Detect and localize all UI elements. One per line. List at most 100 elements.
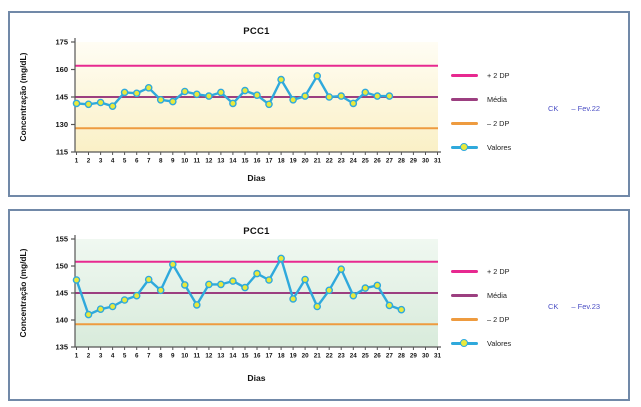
x-tick-label: 20	[302, 353, 310, 360]
y-tick-label: 130	[55, 120, 68, 129]
x-tick-label: 7	[147, 353, 151, 360]
x-tick-label: 17	[265, 353, 273, 360]
y-tick-label: 140	[55, 316, 68, 325]
x-tick-label: 19	[290, 158, 298, 165]
data-point	[289, 96, 297, 104]
legend-label: Valores	[487, 142, 512, 152]
data-point	[156, 96, 165, 104]
x-tick-label: 18	[278, 353, 286, 360]
x-tick-label: 23	[338, 353, 346, 360]
data-point	[253, 269, 261, 278]
data-point	[84, 100, 93, 109]
x-tick-label: 30	[422, 158, 430, 165]
x-tick-label: 31	[434, 353, 442, 360]
x-tick-label: 16	[253, 353, 261, 360]
x-tick-label: 30	[422, 353, 430, 360]
x-tick-label: 8	[159, 158, 163, 165]
analyte-code: CK	[548, 302, 559, 311]
data-point	[385, 301, 394, 310]
data-point	[277, 75, 285, 84]
x-tick-label: 5	[123, 158, 127, 165]
x-tick-label: 27	[386, 353, 394, 360]
x-tick-label: 17	[265, 158, 273, 165]
y-tick-label: 145	[55, 93, 68, 102]
x-tick-label: 15	[241, 158, 249, 165]
x-tick-label: 26	[374, 158, 382, 165]
legend-label: + 2 DP	[487, 266, 510, 276]
data-point	[217, 88, 225, 97]
x-tick-label: 4	[111, 158, 115, 165]
data-point	[373, 281, 382, 290]
x-tick-label: 7	[147, 158, 151, 165]
y-tick-label: 160	[55, 65, 68, 74]
data-point	[120, 88, 129, 97]
x-tick-label: 13	[217, 158, 225, 165]
analyte-period-label: CK – Fev.23	[548, 302, 600, 311]
valores-marker-icon	[460, 338, 468, 347]
data-point	[96, 305, 105, 313]
data-point	[289, 295, 297, 303]
legend-label: Média	[487, 290, 507, 300]
x-tick-label: 1	[75, 353, 79, 360]
analyte-period-label: CK – Fev.22	[548, 104, 600, 113]
legend-label: – 2 DP	[487, 118, 510, 128]
x-tick-label: 21	[314, 158, 322, 165]
data-point	[337, 265, 346, 274]
data-point	[349, 291, 358, 300]
period-text: – Fev.23	[571, 302, 601, 311]
data-point	[265, 100, 273, 109]
data-point	[156, 286, 165, 295]
data-point	[349, 99, 358, 108]
data-point	[277, 254, 285, 263]
x-tick-label: 2	[87, 158, 91, 165]
x-tick-label: 27	[386, 158, 394, 165]
x-tick-label: 11	[193, 353, 200, 360]
analyte-code: CK	[548, 104, 559, 113]
x-tick-label: 25	[362, 353, 370, 360]
data-point	[72, 276, 81, 284]
data-point	[217, 280, 225, 289]
chart-legend: + 2 DP Média – 2 DP Valores	[451, 259, 601, 355]
data-point	[313, 302, 322, 311]
data-point	[180, 87, 189, 96]
x-tick-label: 6	[135, 158, 139, 165]
valores-line-swatch	[451, 142, 478, 151]
x-tick-label: 24	[350, 353, 358, 360]
x-tick-label: 26	[374, 353, 382, 360]
data-point	[144, 84, 153, 92]
data-point	[108, 302, 117, 311]
data-point	[397, 305, 406, 314]
y-tick-label: 135	[55, 343, 68, 352]
data-point	[325, 286, 334, 295]
data-point	[120, 296, 129, 304]
x-tick-label: 12	[205, 353, 213, 360]
period-text: – Fev.22	[571, 104, 601, 113]
x-tick-label: 13	[217, 353, 225, 360]
control-chart-panel-fev22: PCC1 Concentração (mg/dL) 115 130 145 160 17…	[8, 11, 630, 197]
valores-line-swatch	[451, 338, 478, 347]
x-tick-label: 31	[434, 158, 442, 165]
x-tick-label: 25	[362, 158, 370, 165]
legend-item-media: Média	[451, 283, 601, 307]
data-point	[241, 283, 249, 292]
legend-item-valores: Valores	[451, 135, 601, 159]
data-point	[301, 275, 309, 284]
x-tick-label: 20	[302, 158, 310, 165]
chart-title: PCC1	[243, 226, 270, 237]
x-tick-label: 24	[350, 158, 358, 165]
control-chart-panel-fev23: PCC1 Concentração (mg/dL) 135 140 145 150 15…	[8, 209, 630, 401]
x-tick-label: 12	[205, 158, 213, 165]
media-line-swatch	[451, 293, 478, 297]
data-point	[325, 93, 334, 101]
data-point	[192, 301, 201, 309]
data-point	[373, 92, 382, 100]
data-point	[132, 89, 141, 98]
data-point	[168, 97, 177, 106]
legend-label: Média	[487, 94, 507, 104]
data-point	[96, 98, 105, 107]
x-tick-label: 4	[111, 353, 115, 360]
data-point	[385, 92, 394, 100]
x-tick-label: 28	[398, 158, 406, 165]
legend-label: Valores	[487, 338, 512, 348]
x-tick-label: 3	[99, 158, 103, 165]
